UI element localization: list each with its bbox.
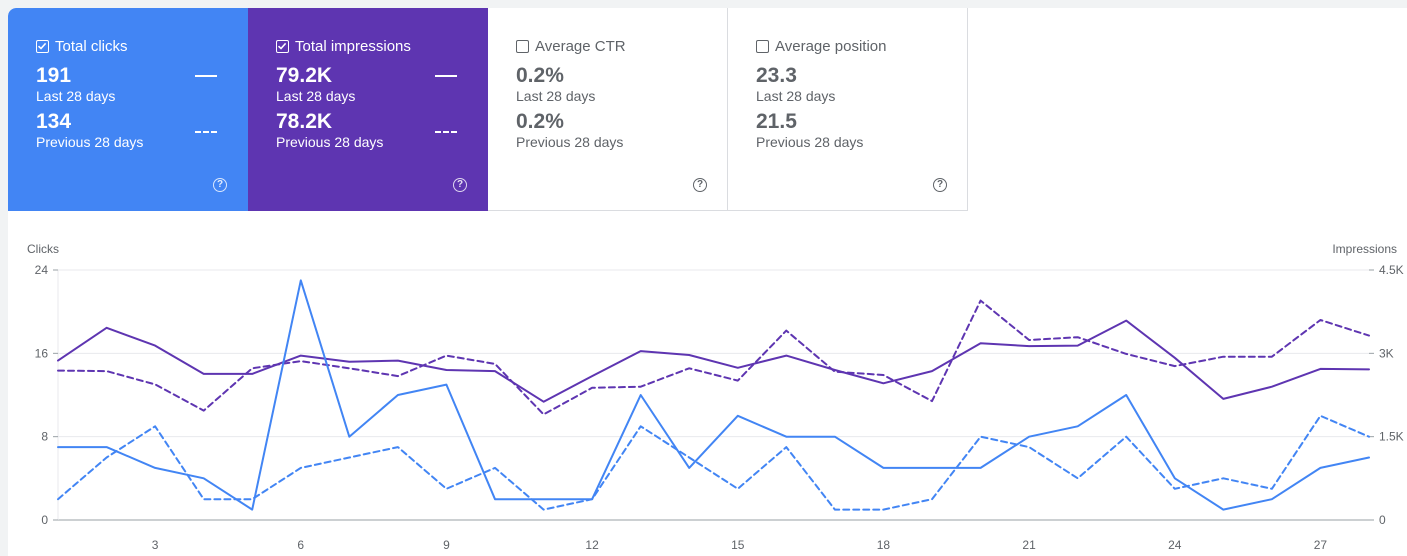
previous-period: Previous 28 days	[516, 134, 624, 150]
x-tick-label: 12	[585, 538, 599, 552]
current-value: 0.2%	[516, 64, 564, 87]
y-right-axis-label: Impressions	[1332, 242, 1397, 256]
series-lines	[57, 279, 1370, 511]
series-line-clicks-solid	[57, 279, 1370, 511]
x-tick-label: 15	[731, 538, 745, 552]
current-value: 191	[36, 64, 72, 87]
current-value: 23.3	[756, 64, 797, 87]
previous-value: 78.2K	[276, 110, 333, 133]
card-label: Average CTR	[535, 37, 626, 55]
y-left-axis-label: Clicks	[27, 242, 59, 256]
help-icon[interactable]: ?	[933, 178, 947, 192]
previous-value: 21.5	[756, 110, 797, 133]
card-label: Average position	[775, 37, 887, 55]
series-line-impressions-dashed	[57, 299, 1370, 416]
y-right-ticks: 0 1.5K 3K 4.5K	[1369, 263, 1404, 527]
y-left-ticks: 0 8 16 24	[35, 263, 58, 527]
current-period: Last 28 days	[276, 88, 356, 104]
y-left-tick-label: 24	[35, 263, 49, 277]
card-label: Total impressions	[295, 37, 411, 55]
solid-line-legend-icon	[195, 75, 217, 77]
current-period: Last 28 days	[36, 88, 116, 104]
y-right-tick-label: 0	[1379, 513, 1386, 527]
previous-period: Previous 28 days	[276, 134, 384, 150]
series-line-clicks-dashed	[57, 414, 1370, 511]
x-tick-label: 27	[1314, 538, 1328, 552]
solid-line-legend-icon	[435, 75, 457, 77]
previous-period: Previous 28 days	[756, 134, 864, 150]
current-period: Last 28 days	[756, 88, 836, 104]
card-total-clicks[interactable]: Total clicks 191 Last 28 days 134 Previo…	[8, 8, 248, 211]
checkbox-unchecked-icon[interactable]	[516, 39, 529, 53]
performance-panel: Total clicks 191 Last 28 days 134 Previo…	[8, 8, 1407, 556]
previous-period: Previous 28 days	[36, 134, 144, 150]
card-total-impressions[interactable]: Total impressions 79.2K Last 28 days 78.…	[248, 8, 488, 211]
x-tick-label: 3	[152, 538, 159, 552]
y-left-tick-label: 8	[41, 430, 48, 444]
y-left-tick-label: 16	[35, 346, 49, 360]
x-tick-label: 6	[297, 538, 304, 552]
current-value: 79.2K	[276, 64, 333, 87]
clicks-impressions-chart[interactable]: Clicks Impressions 0 8 16 24 0 1.5K 3K 4.5K 3 6…	[8, 8, 1407, 556]
y-right-tick-label: 1.5K	[1379, 430, 1404, 444]
previous-value: 134	[36, 110, 72, 133]
series-line-impressions-solid	[57, 319, 1370, 403]
checkbox-checked-icon[interactable]	[36, 39, 49, 53]
x-tick-label: 21	[1022, 538, 1036, 552]
x-tick-label: 9	[443, 538, 450, 552]
help-icon[interactable]: ?	[453, 178, 467, 192]
previous-value: 0.2%	[516, 110, 564, 133]
card-label: Total clicks	[55, 37, 128, 55]
x-ticks: 3 6 9 12 15 18 21 24 27	[152, 538, 1328, 552]
x-tick-label: 18	[877, 538, 891, 552]
y-left-tick-label: 0	[41, 513, 48, 527]
checkbox-checked-icon[interactable]	[276, 39, 289, 53]
y-right-tick-label: 3K	[1379, 346, 1394, 360]
x-tick-label: 24	[1168, 538, 1182, 552]
dashed-line-legend-icon	[195, 131, 217, 133]
help-icon[interactable]: ?	[213, 178, 227, 192]
help-icon[interactable]: ?	[693, 178, 707, 192]
dashed-line-legend-icon	[435, 131, 457, 133]
checkbox-unchecked-icon[interactable]	[756, 39, 769, 53]
current-period: Last 28 days	[516, 88, 596, 104]
y-right-tick-label: 4.5K	[1379, 263, 1404, 277]
card-average-position[interactable]: Average position 23.3 Last 28 days 21.5 …	[728, 8, 968, 211]
grid-lines	[57, 269, 1369, 521]
card-average-ctr[interactable]: Average CTR 0.2% Last 28 days 0.2% Previ…	[488, 8, 728, 211]
